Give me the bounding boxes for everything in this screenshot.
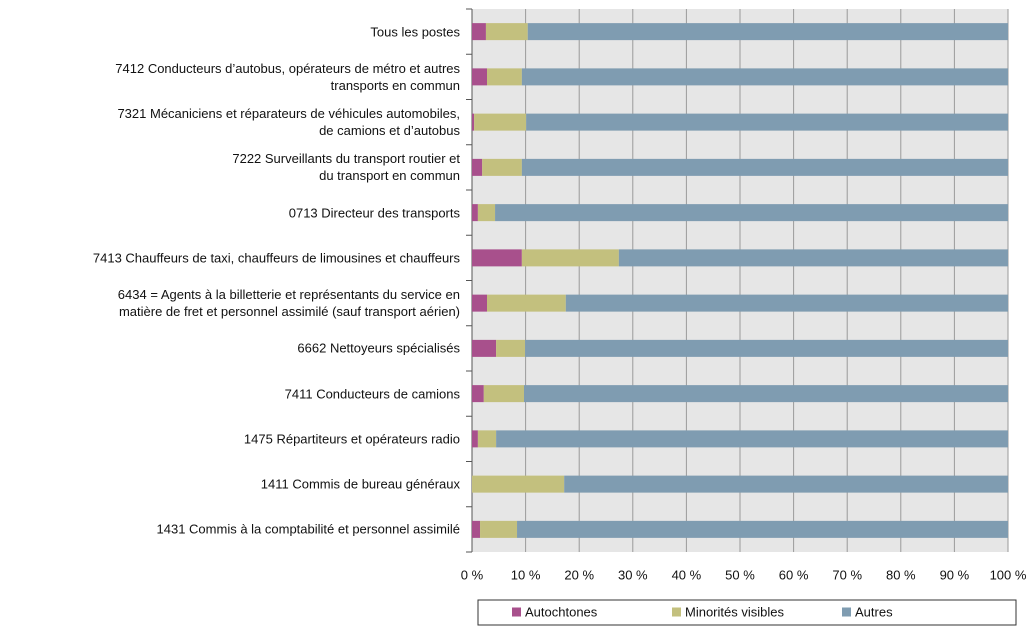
bar-segment [487, 68, 522, 86]
x-tick-label: 30 % [618, 567, 648, 582]
bar-segment [526, 113, 1008, 131]
bar-segment [472, 204, 478, 222]
bar-segment [477, 204, 496, 222]
bar-segment [618, 249, 1008, 267]
bar-segment [564, 475, 1008, 493]
y-tick-label: 1411 Commis de bureau généraux [260, 476, 460, 492]
bar-segment [485, 23, 528, 41]
bar-segment [482, 158, 522, 176]
legend-swatch [842, 607, 851, 617]
bar-segment [521, 249, 619, 267]
bar-segment [472, 475, 565, 493]
x-tick-label: 60 % [779, 567, 809, 582]
bar-segment [495, 204, 1009, 222]
bar-segment [472, 158, 483, 176]
x-tick-label: 10 % [511, 567, 541, 582]
bar-segment [527, 23, 1008, 41]
x-tick-label: 50 % [725, 567, 755, 582]
bar-segment [472, 249, 522, 267]
bar-segment [472, 23, 486, 41]
legend-label: Autres [855, 604, 893, 619]
y-tick-label: 7411 Conducteurs de camions [284, 386, 460, 402]
legend-box [477, 599, 1017, 626]
x-tick-label: 100 % [990, 567, 1027, 582]
x-tick-label: 80 % [886, 567, 916, 582]
y-tick-label: 1431 Commis à la comptabilité et personn… [156, 521, 460, 537]
bar-segment [472, 294, 488, 312]
legend-swatch [512, 607, 521, 617]
x-tick-label: 40 % [672, 567, 702, 582]
bar-segment [483, 385, 524, 403]
bar-segment [517, 520, 1008, 538]
bar-segment [496, 339, 526, 357]
x-tick-label: 0 % [461, 567, 484, 582]
x-tick-label: 90 % [940, 567, 970, 582]
y-tick-label: 7321 Mécaniciens et réparateurs de véhic… [117, 106, 460, 139]
x-tick-label: 70 % [832, 567, 862, 582]
bar-segment [472, 430, 478, 448]
legend-label: Autochtones [525, 604, 598, 619]
bar-segment [565, 294, 1008, 312]
bar-segment [523, 385, 1008, 403]
bar-segment [496, 430, 1008, 448]
y-tick-label: 6434 = Agents à la billetterie et représ… [117, 287, 460, 320]
y-tick-label: 6662 Nettoyeurs spécialisés [297, 340, 460, 356]
bar-segment [487, 294, 566, 312]
legend-swatch [672, 607, 681, 617]
bar-segment [477, 430, 497, 448]
y-tick-label: 1475 Répartiteurs et opérateurs radio [243, 431, 460, 447]
bar-segment [525, 339, 1008, 357]
y-tick-label: 7413 Chauffeurs de taxi, chauffeurs de l… [92, 250, 460, 266]
y-tick-label: 7412 Conducteurs d’autobus, opérateurs d… [115, 60, 460, 93]
bar-segment [472, 385, 484, 403]
bar-segment [472, 339, 497, 357]
y-tick-label: 0713 Directeur des transports [288, 205, 460, 221]
bar-segment [472, 68, 488, 86]
y-tick-label: Tous les postes [370, 24, 460, 40]
y-tick-label: 7222 Surveillants du transport routier e… [232, 151, 460, 184]
bar-segment [521, 158, 1008, 176]
x-tick-label: 20 % [564, 567, 594, 582]
bar-segment [472, 520, 481, 538]
bar-segment [472, 113, 475, 131]
bar-segment [474, 113, 527, 131]
legend-label: Minorités visibles [685, 604, 784, 619]
bar-segment [521, 68, 1008, 86]
bar-segment [480, 520, 518, 538]
